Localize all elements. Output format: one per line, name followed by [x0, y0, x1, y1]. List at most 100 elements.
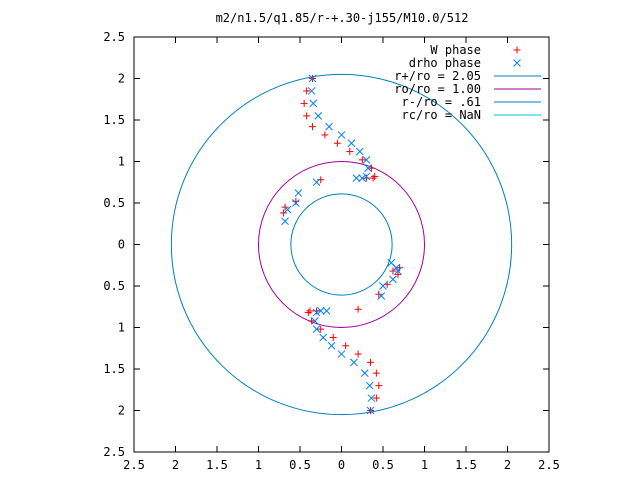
- y-tick-label: 2: [118, 404, 125, 418]
- w-phase-point: [303, 112, 311, 120]
- w-phase-point: [372, 394, 380, 402]
- drho-phase-point: [358, 174, 367, 182]
- drho-phase-point: [394, 267, 402, 275]
- y-tick-label: 2.5: [103, 30, 125, 44]
- w-phase-point: [362, 174, 370, 182]
- drho-phase-point: [377, 292, 386, 300]
- w-phase-point: [292, 197, 300, 205]
- drho-phase-point: [352, 174, 361, 182]
- drho-phase-point: [367, 394, 376, 402]
- drho-phase-point: [319, 333, 328, 342]
- w-phase-point: [358, 156, 366, 164]
- drho-phase-point: [327, 341, 336, 350]
- w-phase-point: [308, 123, 316, 131]
- chart-title: m2/n1.5/q1.85/r-+.30-j155/M10.0/512: [216, 11, 469, 25]
- drho-phase-point: [312, 308, 321, 317]
- drho-phase-point: [337, 131, 346, 139]
- drho-phase-point: [307, 87, 316, 95]
- y-tick-label: 1: [118, 321, 125, 335]
- drho-phase-point: [365, 381, 374, 390]
- w-phase-point: [300, 99, 308, 107]
- drho-phase-point: [291, 199, 300, 207]
- drho-phase-point: [312, 178, 321, 187]
- circle-series-2: [170, 73, 513, 416]
- w-phase-point: [371, 172, 379, 180]
- w-phase-point: [375, 382, 383, 390]
- legend-label: rc/ro = NaN: [402, 108, 481, 122]
- w-phase-point: [329, 333, 337, 341]
- x-tick-label: 0.5: [289, 458, 311, 472]
- w-phase-point: [346, 148, 354, 156]
- y-tick-label: 0.5: [103, 279, 125, 293]
- y-tick-label: 1.5: [103, 362, 125, 376]
- w-phase-point: [317, 325, 325, 333]
- x-tick-label: 1: [421, 458, 428, 472]
- drho-phase-point: [281, 217, 289, 226]
- drho-phase-point: [355, 147, 364, 156]
- data-points: [279, 74, 404, 415]
- w-phase-point: [367, 164, 375, 172]
- w-phase-point: [303, 87, 311, 95]
- x-tick-label: 2: [172, 458, 179, 472]
- w-phase-point: [308, 317, 316, 325]
- w-phase-point: [304, 309, 312, 317]
- drho-phase-point: [362, 155, 371, 164]
- x-tick-label: 2: [504, 458, 511, 472]
- circle-series-3: [258, 161, 425, 328]
- w-phase-point: [313, 307, 321, 315]
- w-phase-point: [321, 131, 329, 139]
- w-phase-point: [375, 290, 383, 298]
- drho-phase-point: [316, 307, 325, 315]
- x-tick-label: 2.5: [538, 458, 560, 472]
- y-axis: 2.5 2 1.5 1 0.5 0 0.5 1 1.5 2 2.5: [103, 30, 549, 459]
- drho-phase-point: [362, 172, 371, 181]
- reference-circles: [170, 73, 513, 416]
- w-phase-point: [394, 270, 402, 278]
- w-phase-point: [317, 176, 325, 184]
- legend-label: W phase: [430, 43, 481, 57]
- drho-phase-point: [312, 325, 321, 334]
- legend-label: r-/ro = .61: [402, 95, 481, 109]
- y-tick-label: 2: [118, 72, 125, 86]
- w-phase-point: [372, 369, 380, 377]
- y-tick-label: 1.5: [103, 113, 125, 127]
- circle-series-4: [290, 193, 393, 296]
- drho-phase-point: [325, 122, 333, 131]
- legend-label: ro/ro = 1.00: [394, 82, 481, 96]
- w-phase-point: [354, 305, 362, 313]
- y-tick-label: 0: [118, 238, 125, 252]
- x-tick-label: 1.5: [455, 458, 477, 472]
- drho-phase-point: [366, 406, 375, 415]
- x-tick-label: 1: [255, 458, 262, 472]
- legend-label: drho phase: [409, 56, 481, 70]
- drho-phase-point: [350, 358, 358, 367]
- drho-phase-point: [308, 74, 317, 83]
- drho-phase-point: [347, 139, 356, 148]
- w-phase-point: [279, 209, 287, 217]
- drho-phase-point: [309, 99, 318, 108]
- drho-phase-point: [389, 275, 397, 284]
- w-phase-point: [306, 307, 314, 315]
- legend-label: r+/ro = 2.05: [394, 69, 481, 83]
- drho-phase-point: [314, 111, 323, 120]
- w-phase-point: [354, 350, 362, 358]
- x-tick-label: 0: [338, 458, 345, 472]
- y-tick-label: 2.5: [103, 445, 125, 459]
- drho-phase-point: [360, 369, 369, 378]
- w-phase-point: [513, 46, 521, 54]
- y-tick-label: 1: [118, 155, 125, 169]
- drho-phase-point: [337, 350, 346, 358]
- drho-phase-point: [364, 164, 372, 172]
- x-tick-label: 0.5: [372, 458, 394, 472]
- x-tick-label: 2.5: [123, 458, 145, 472]
- w-phase-point: [367, 358, 375, 366]
- drho-phase-point: [322, 307, 331, 315]
- drho-phase-point: [379, 282, 387, 290]
- x-tick-label: 1.5: [206, 458, 228, 472]
- x-axis: 2.5 2 1.5 1 0.5 0 0.5 1 1.5 2 2.5: [123, 37, 560, 472]
- w-phase-point: [369, 174, 377, 182]
- drho-phase-point: [283, 205, 292, 214]
- w-phase-point: [342, 342, 350, 350]
